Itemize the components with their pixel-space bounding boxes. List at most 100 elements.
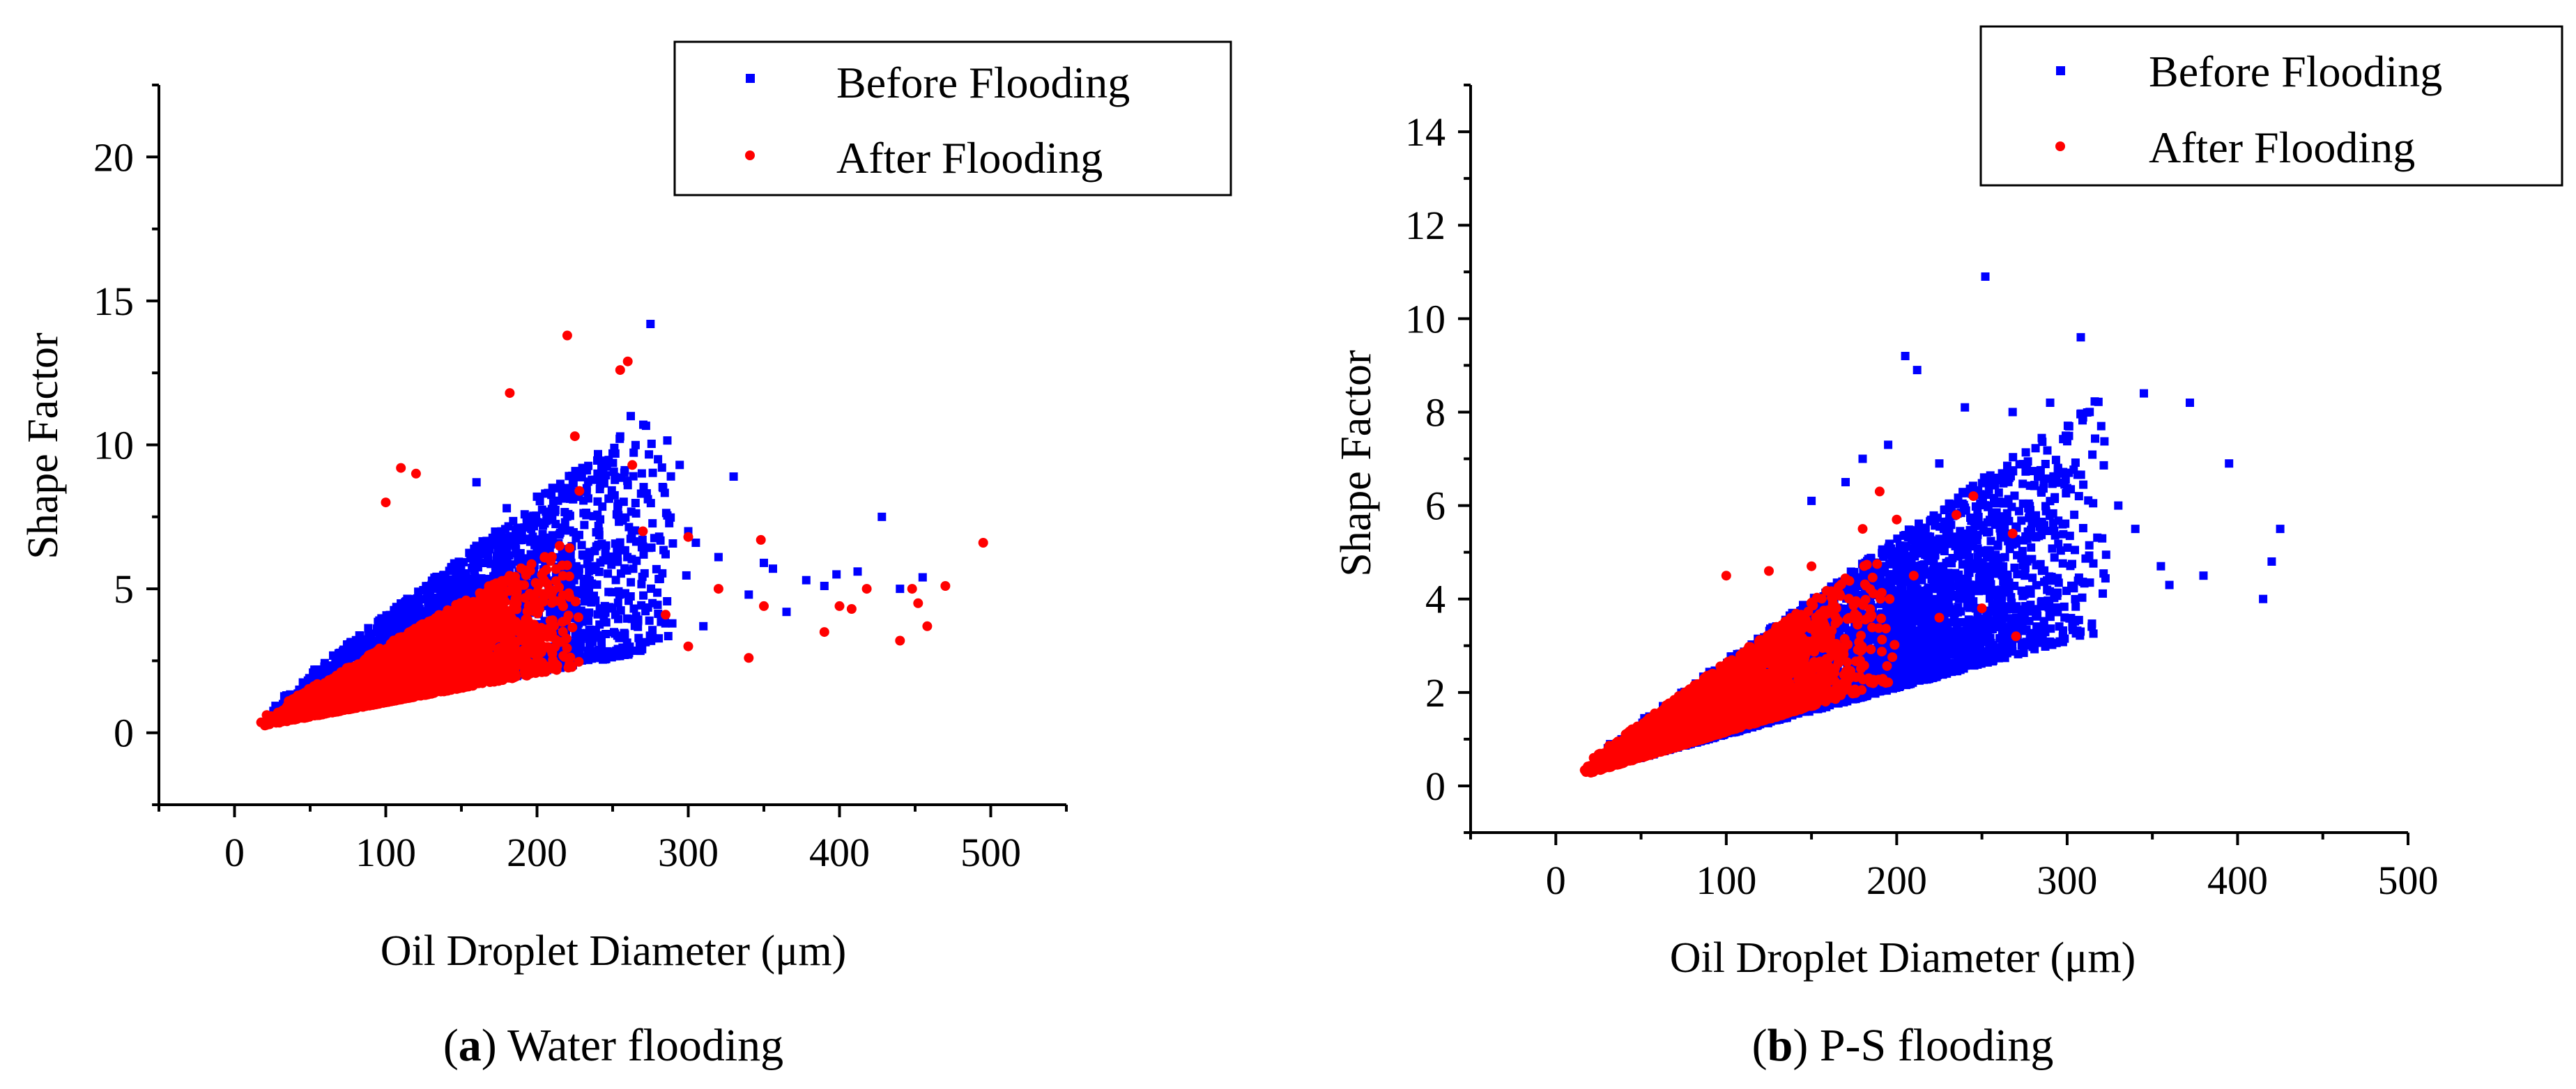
point (608, 449, 617, 458)
point (493, 540, 501, 549)
point (643, 603, 652, 612)
point (820, 582, 829, 590)
point (447, 610, 458, 621)
point (447, 680, 457, 690)
point (638, 535, 647, 544)
point (639, 591, 648, 600)
point (270, 713, 280, 723)
point (399, 615, 408, 624)
point (558, 651, 569, 661)
point (555, 530, 564, 539)
point (440, 580, 450, 589)
point (291, 692, 302, 702)
point (647, 440, 656, 448)
point (558, 626, 568, 637)
point (502, 559, 511, 568)
point (293, 711, 303, 722)
point (563, 663, 574, 673)
point (648, 468, 657, 477)
point (533, 541, 542, 549)
point (630, 621, 639, 631)
point (594, 449, 602, 458)
point (629, 448, 638, 457)
point (577, 541, 586, 550)
point (459, 639, 469, 649)
point (476, 580, 484, 589)
point (648, 634, 657, 643)
point (658, 569, 667, 578)
point (599, 556, 608, 565)
point (639, 420, 647, 429)
point (760, 558, 768, 567)
point (646, 499, 655, 508)
point (853, 567, 862, 576)
point (599, 479, 608, 488)
point (384, 615, 393, 624)
point (595, 620, 604, 629)
point (519, 667, 530, 677)
point (601, 471, 611, 480)
point (428, 669, 438, 679)
point (558, 571, 568, 581)
point (414, 683, 424, 694)
point (714, 553, 723, 562)
point (406, 594, 415, 603)
point (484, 551, 493, 560)
point (611, 475, 620, 484)
point (260, 720, 270, 731)
point (620, 564, 629, 573)
point (305, 674, 314, 683)
point (530, 522, 538, 531)
point (546, 552, 557, 562)
point (498, 641, 509, 651)
point (463, 611, 473, 621)
point (769, 564, 777, 573)
point (409, 640, 420, 651)
point (639, 550, 648, 559)
point (601, 618, 611, 627)
point (691, 539, 700, 547)
point (596, 515, 605, 524)
point (620, 468, 629, 477)
point (557, 560, 567, 571)
point (496, 566, 505, 575)
point (663, 597, 672, 605)
point (663, 511, 672, 520)
point (548, 531, 557, 540)
point (675, 461, 684, 470)
point (465, 548, 474, 557)
point (448, 638, 459, 648)
point (422, 641, 433, 651)
point (376, 670, 386, 681)
point (411, 612, 420, 621)
point (629, 604, 638, 613)
point (624, 650, 633, 659)
point (604, 494, 613, 503)
point (472, 478, 481, 487)
point (530, 578, 541, 588)
point (577, 472, 586, 481)
point (364, 624, 373, 633)
point (623, 553, 632, 562)
point (877, 512, 887, 521)
point (654, 532, 664, 541)
point (627, 412, 635, 421)
point (541, 489, 550, 498)
point (584, 494, 592, 503)
point (608, 588, 617, 596)
point (648, 519, 657, 528)
point (574, 586, 583, 595)
point (592, 542, 601, 551)
point (615, 590, 624, 599)
point (381, 632, 390, 641)
point (497, 612, 507, 623)
point (631, 509, 641, 518)
point (595, 531, 604, 540)
point (645, 616, 654, 625)
point (542, 578, 553, 589)
point (620, 546, 629, 555)
point (595, 631, 604, 640)
panel-a-points (256, 320, 988, 731)
point (312, 679, 323, 689)
point (623, 481, 632, 490)
